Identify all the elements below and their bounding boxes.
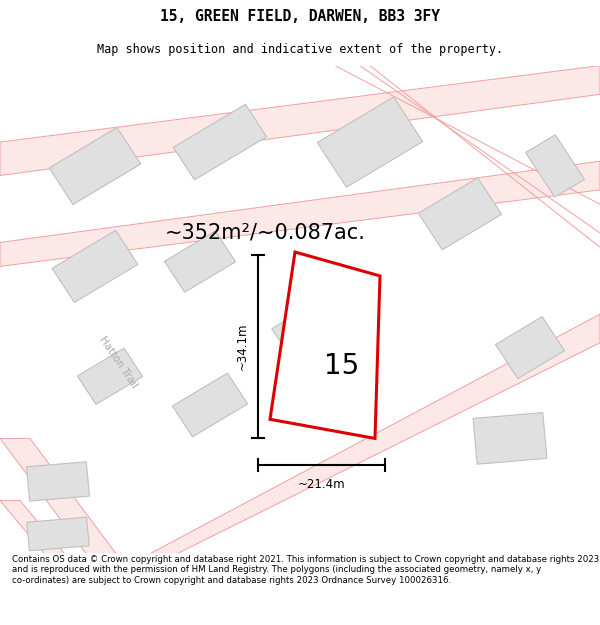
Text: 15: 15 — [325, 351, 359, 379]
Polygon shape — [52, 231, 138, 302]
Polygon shape — [496, 317, 565, 379]
Polygon shape — [26, 462, 89, 501]
Polygon shape — [172, 373, 248, 437]
Polygon shape — [0, 501, 80, 572]
Polygon shape — [49, 127, 141, 204]
Text: Contains OS data © Crown copyright and database right 2021. This information is : Contains OS data © Crown copyright and d… — [12, 555, 599, 585]
Polygon shape — [272, 296, 348, 361]
Polygon shape — [526, 135, 584, 197]
Polygon shape — [27, 518, 89, 551]
Text: 15, GREEN FIELD, DARWEN, BB3 3FY: 15, GREEN FIELD, DARWEN, BB3 3FY — [160, 9, 440, 24]
Polygon shape — [418, 178, 502, 250]
Polygon shape — [77, 348, 143, 404]
Text: ~352m²/~0.087ac.: ~352m²/~0.087ac. — [165, 223, 366, 243]
Polygon shape — [173, 104, 266, 180]
Text: Map shows position and indicative extent of the property.: Map shows position and indicative extent… — [97, 42, 503, 56]
Text: ~21.4m: ~21.4m — [298, 478, 346, 491]
Polygon shape — [115, 314, 600, 572]
Polygon shape — [0, 66, 600, 176]
Text: Hatton Trail: Hatton Trail — [97, 334, 139, 389]
Polygon shape — [270, 252, 380, 438]
Polygon shape — [473, 412, 547, 464]
Text: ~34.1m: ~34.1m — [235, 323, 248, 371]
Polygon shape — [0, 438, 130, 572]
Polygon shape — [0, 161, 600, 266]
Polygon shape — [317, 97, 423, 187]
Polygon shape — [164, 231, 236, 292]
